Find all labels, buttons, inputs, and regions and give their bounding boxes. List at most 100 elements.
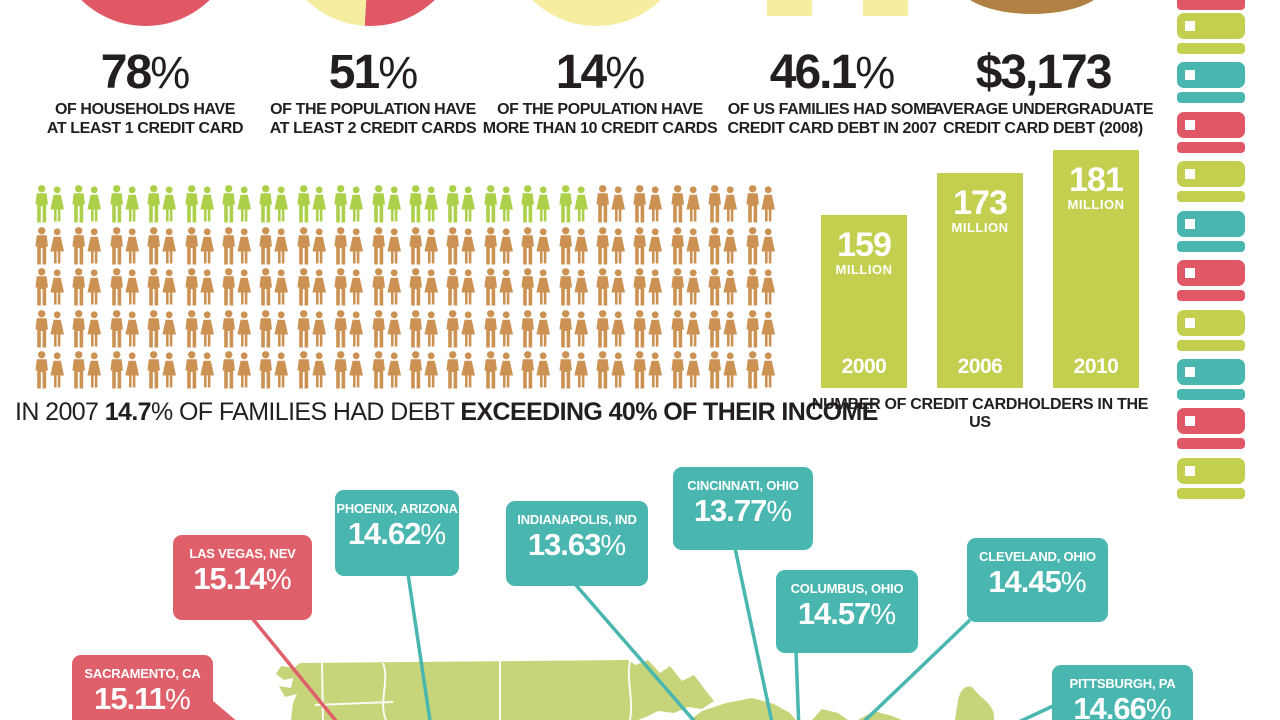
credit-card-icon-partial: [1177, 0, 1245, 10]
couple-icon-highlight: [521, 185, 552, 223]
couple-icon: [259, 351, 290, 389]
bar-chart: 159 MILLION 2000 173 MILLION 2006 181 MILLION 20…: [800, 150, 1160, 388]
couple-icon: [72, 268, 103, 306]
stat-value: $3,173: [975, 46, 1113, 99]
couple-icon: [259, 227, 290, 265]
stat-line2: AT LEAST 2 CREDIT CARDS: [269, 120, 477, 137]
couple-icon: [222, 227, 253, 265]
couple-icon: [372, 268, 403, 306]
couple-icon: [297, 268, 328, 306]
stat-line2: CREDIT CARD DEBT (2008): [943, 120, 1143, 137]
couple-icon: [446, 310, 477, 348]
card-chip: [1185, 416, 1195, 426]
couple-icon: [72, 227, 103, 265]
couple-icon-highlight: [297, 185, 328, 223]
couple-icon: [671, 227, 702, 265]
couple-icon: [259, 268, 290, 306]
stat-undergrad-debt: $3,173 AVERAGE UNDERGRADUATE CREDIT CARD …: [923, 48, 1163, 138]
stat-value: 46.1%: [769, 46, 895, 99]
couple-icon: [521, 351, 552, 389]
couple-icon: [110, 351, 141, 389]
stat-line1: OF HOUSEHOLDS HAVE: [54, 101, 236, 118]
couple-icon-highlight: [446, 185, 477, 223]
couple-icon: [110, 310, 141, 348]
couple-icon: [746, 268, 777, 306]
yellow-bar-icon: [767, 0, 812, 16]
couple-icon-highlight: [185, 185, 216, 223]
couple-icon: [446, 351, 477, 389]
couple-icon: [746, 310, 777, 348]
city-label-phoenix: PHOENIX, ARIZONA 14.62%: [335, 490, 459, 576]
couple-icon-highlight: [110, 185, 141, 223]
credit-card-icon-teal: [1177, 62, 1245, 103]
pittsburgh-line: [1018, 704, 1054, 720]
couple-icon: [484, 227, 515, 265]
map-michigan: [690, 698, 796, 720]
couple-icon: [334, 351, 365, 389]
pie-chart-14-icon: [504, 0, 689, 26]
card-chip: [1185, 21, 1195, 31]
city-label-cleveland: CLEVELAND, OHIO 14.45%: [967, 538, 1108, 622]
couple-icon: [297, 351, 328, 389]
couple-icon: [708, 268, 739, 306]
card-chip: [1185, 367, 1195, 377]
city-label-pittsburgh: PITTSBURGH, PA 14.66%: [1052, 665, 1193, 720]
couple-icon: [409, 351, 440, 389]
credit-card-icon-teal: [1177, 211, 1245, 252]
credit-card-icon-lime: [1177, 13, 1245, 54]
phoenix-line: [406, 573, 432, 720]
couple-icon: [35, 227, 66, 265]
caption-segment: % OF FAMILIES HAD DEBT: [150, 398, 461, 426]
city-value: 14.62%: [347, 516, 447, 551]
couple-icon: [484, 310, 515, 348]
bar-category: 2010: [1073, 355, 1119, 378]
couple-icon: [596, 268, 627, 306]
cincinnati-line: [733, 547, 774, 720]
couple-icon: [185, 268, 216, 306]
couple-icon: [297, 227, 328, 265]
couple-icon: [72, 351, 103, 389]
couple-icon: [484, 268, 515, 306]
card-chip: [1185, 466, 1195, 476]
couple-icon: [35, 268, 66, 306]
couple-icon: [222, 351, 253, 389]
couple-icon: [334, 268, 365, 306]
city-name: PHOENIX, ARIZONA: [336, 501, 458, 516]
stat-family-debt: 46.1% OF US FAMILIES HAD SOME CREDIT CARD…: [712, 48, 952, 138]
couple-icon: [35, 351, 66, 389]
pie-chart-78-icon: [53, 0, 238, 26]
couple-icon: [334, 310, 365, 348]
couple-icon: [521, 227, 552, 265]
city-label-cincinnati: CINCINNATI, OHIO 13.77%: [673, 467, 813, 550]
map-lower-michigan: [812, 709, 848, 720]
pictogram-caption: IN 2007 14.7% OF FAMILIES HAD DEBT EXCEE…: [15, 398, 878, 427]
city-label-las-vegas: LAS VEGAS, NEV 15.14%: [173, 535, 312, 620]
couple-icon-highlight: [484, 185, 515, 223]
stat-line1: OF THE POPULATION HAVE: [497, 101, 703, 118]
bar-2010: 181 MILLION 2010: [1053, 150, 1139, 388]
stat-line1: OF US FAMILIES HAD SOME: [727, 101, 937, 118]
city-value: 13.63%: [527, 527, 627, 562]
bar-unit: MILLION: [951, 220, 1009, 235]
couple-icon: [671, 268, 702, 306]
couple-icon: [446, 227, 477, 265]
couple-icon: [147, 310, 178, 348]
couple-icon: [708, 351, 739, 389]
couple-icon: [409, 268, 440, 306]
indianapolis-line: [573, 582, 696, 720]
couple-icon: [372, 227, 403, 265]
map-ohio-shore: [858, 711, 902, 720]
couple-icon: [372, 310, 403, 348]
caption-segment: EXCEEDING 40% OF THEIR INCOME: [460, 398, 878, 426]
city-name: COLUMBUS, OHIO: [790, 581, 904, 596]
couple-icon: [259, 310, 290, 348]
map-mainland: [276, 660, 714, 720]
credit-card-icon-lime: [1177, 458, 1245, 499]
pie-chart-51-icon: [278, 0, 463, 26]
stat-two-cards: 51% OF THE POPULATION HAVE AT LEAST 2 CRE…: [253, 48, 493, 138]
credit-card-icon-lime: [1177, 161, 1245, 202]
card-chip: [1185, 318, 1195, 328]
couple-icon: [110, 268, 141, 306]
graduation-cap-icon: [957, 0, 1107, 14]
couple-icon: [633, 268, 664, 306]
